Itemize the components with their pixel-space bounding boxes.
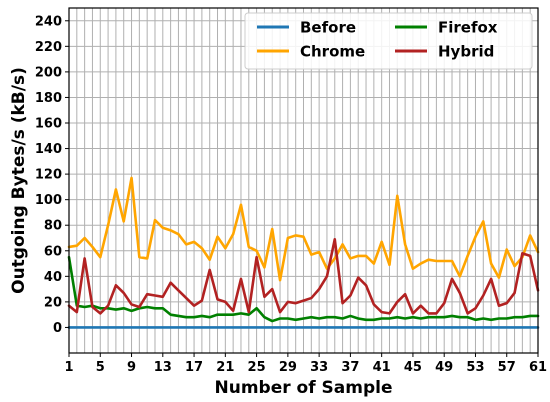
x-tick-label: 21 xyxy=(216,360,234,375)
y-tick-label: 100 xyxy=(35,193,62,208)
series-line-firefox xyxy=(67,255,540,323)
y-tick-label: 140 xyxy=(35,142,62,157)
legend-label-firefox: Firefox xyxy=(438,19,498,37)
legend-label-before: Before xyxy=(300,19,356,37)
y-tick-label: 20 xyxy=(44,295,62,310)
x-tick-label: 1 xyxy=(64,360,73,375)
x-tick-label: 29 xyxy=(279,360,297,375)
x-tick-label: 61 xyxy=(529,360,547,375)
y-tick-label: 180 xyxy=(35,91,62,106)
legend-label-chrome: Chrome xyxy=(300,43,365,61)
x-tick-label: 41 xyxy=(373,360,391,375)
x-tick-label: 49 xyxy=(435,360,453,375)
y-tick-label: 40 xyxy=(44,270,62,285)
x-tick-label: 5 xyxy=(96,360,105,375)
x-tick-label: 33 xyxy=(310,360,328,375)
x-tick-label: 9 xyxy=(127,360,136,375)
x-tick-label: 53 xyxy=(466,360,484,375)
y-tick-label: 200 xyxy=(35,65,62,80)
x-tick-label: 45 xyxy=(404,360,422,375)
y-tick-label: 240 xyxy=(35,14,62,29)
x-tick-label: 13 xyxy=(154,360,172,375)
y-tick-label: 60 xyxy=(44,244,62,259)
y-tick-label: 160 xyxy=(35,117,62,132)
y-tick-label: 80 xyxy=(44,219,62,234)
plot-series xyxy=(67,176,540,329)
x-tick-label: 57 xyxy=(498,360,516,375)
x-tick-label: 17 xyxy=(185,360,203,375)
y-tick-label: 120 xyxy=(35,168,62,183)
x-tick-label: 37 xyxy=(341,360,359,375)
legend-label-hybrid: Hybrid xyxy=(438,43,494,61)
series-line-hybrid xyxy=(67,237,540,315)
y-tick-label: 220 xyxy=(35,40,62,55)
y-tick-label: 0 xyxy=(53,321,62,336)
x-axis-title: Number of Sample xyxy=(215,378,393,398)
axis-ticks: 1 5 9 13 17 21 25 29 33 37 41 45 49 53 57 61 0 20 40 60 80 10… xyxy=(35,14,547,375)
series-line-chrome xyxy=(67,176,540,282)
legend-box xyxy=(244,12,533,70)
legend: Before Chrome Firefox Hybrid xyxy=(244,12,533,70)
x-tick-label: 25 xyxy=(248,360,266,375)
plot-frame xyxy=(68,7,539,354)
y-axis-title: Outgoing Bytes/s (kB/s) xyxy=(9,67,29,294)
